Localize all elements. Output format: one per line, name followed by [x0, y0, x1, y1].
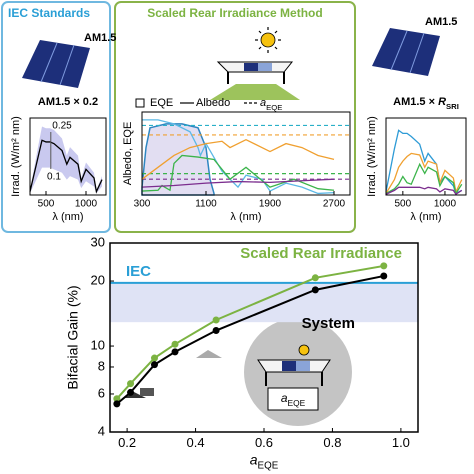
legend-label: EQE	[150, 97, 173, 109]
y-tick-label: 10	[91, 337, 105, 352]
x-axis-label: λ (nm)	[52, 211, 83, 223]
y-tick-label: 30	[91, 234, 105, 249]
series-label: System	[302, 315, 355, 332]
solar-panel-icon	[22, 40, 90, 88]
system-icon-label-part: EQE	[288, 398, 306, 408]
x-tick-label: 500	[38, 199, 55, 210]
data-point	[212, 316, 220, 324]
chart-title-part: AM1.5 ×	[393, 96, 438, 108]
series-line	[141, 178, 335, 188]
x-axis-label: λ (nm)	[230, 211, 261, 223]
legend-label-part: a	[260, 97, 266, 109]
x-axis-label-part: a	[250, 451, 258, 467]
y-axis-label: Albedo, EQE	[122, 122, 134, 186]
bifacial-system-icon	[210, 61, 300, 100]
x-tick-label: 0.6	[255, 435, 273, 450]
x-tick-label: 1000	[434, 199, 457, 210]
x-tick-label: 0.2	[118, 435, 136, 450]
axis-frame	[141, 111, 351, 196]
legend-label: Albedo	[196, 97, 230, 109]
spectrum-label: AM1.5	[84, 32, 116, 44]
legend-label: aEQE	[260, 97, 282, 112]
series-line	[29, 139, 103, 194]
legend-swatch	[135, 98, 145, 108]
y-axis-label: Irrad. (W/m² nm)	[10, 116, 22, 197]
x-tick-label: 2700	[323, 199, 346, 210]
y-tick-label: 6	[98, 385, 105, 400]
y-axis-label: Irrad. (W/m² nm)	[366, 116, 378, 197]
axis-frame	[385, 117, 467, 196]
method-panel	[114, 1, 356, 233]
series-line	[385, 186, 463, 196]
system-icon-label-part: a	[281, 391, 288, 405]
annotation: 0.1	[47, 172, 61, 183]
axis-frame	[29, 117, 107, 196]
x-tick-label: 1900	[259, 199, 282, 210]
x-tick-label: 0.8	[323, 435, 341, 450]
data-point	[127, 388, 135, 396]
solar-panel-icon	[372, 28, 440, 76]
panel-title: IEC Standards	[8, 6, 90, 20]
chart-title-part: R	[438, 96, 446, 108]
spectrum-label: AM1.5	[425, 16, 457, 28]
sun-icon	[255, 27, 281, 53]
x-tick-label: 1100	[195, 199, 217, 210]
data-point	[311, 274, 319, 282]
x-tick-label: 1000	[75, 199, 98, 210]
series-line	[141, 138, 335, 180]
iec-band	[110, 282, 418, 323]
y-axis-label: Bifacial Gain (%)	[65, 285, 81, 389]
data-point	[171, 348, 179, 356]
chart-title-part: SRI	[446, 102, 459, 111]
x-tick-label: 0.4	[187, 435, 205, 450]
iec-label: IEC	[126, 263, 151, 280]
data-point	[380, 272, 388, 280]
legend-label-part: EQE	[266, 103, 282, 112]
y-tick-label: 20	[91, 272, 105, 287]
x-tick-label: 300	[134, 199, 151, 210]
series-line	[385, 152, 463, 195]
data-point	[380, 262, 388, 270]
y-tick-label: 4	[98, 423, 105, 438]
x-axis-label: aEQE	[250, 451, 279, 471]
data-point	[113, 400, 121, 408]
annotation: 0.25	[52, 121, 72, 132]
series-line	[385, 162, 463, 196]
x-tick-label: 1.0	[392, 435, 410, 450]
system-icon	[244, 318, 352, 426]
data-point	[127, 380, 135, 388]
data-point	[311, 286, 319, 294]
data-point	[150, 361, 158, 369]
x-axis-label: λ (nm)	[410, 211, 441, 223]
chart-title: AM1.5 × 0.2	[38, 96, 98, 108]
range-band	[30, 126, 102, 194]
series-label: Scaled Rear Irradiance	[240, 245, 402, 262]
data-point	[212, 327, 220, 335]
data-point	[150, 354, 158, 362]
panel-title: Scaled Rear Irradiance Method	[147, 6, 322, 20]
series-line	[385, 129, 463, 195]
x-tick-label: 500	[394, 199, 411, 210]
data-point	[171, 340, 179, 348]
chart-title: AM1.5 × RSRI	[393, 96, 459, 111]
y-tick-label: 8	[98, 358, 105, 373]
x-axis-label-part: EQE	[258, 461, 279, 472]
data-point	[113, 395, 121, 403]
system-icon-label: aEQE	[281, 391, 306, 408]
